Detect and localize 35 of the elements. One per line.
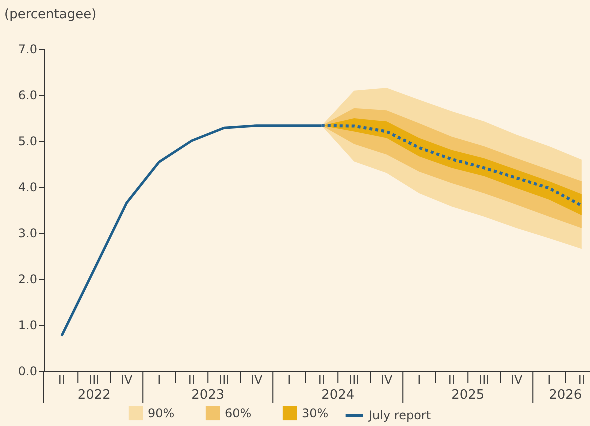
x-tick-label: I: [418, 373, 422, 387]
legend-label: July report: [368, 408, 432, 422]
x-tick-label: II: [448, 373, 456, 387]
y-tick-label: 6.0: [18, 88, 38, 102]
text: 2023: [192, 388, 225, 403]
y-tick-label: 2.0: [18, 272, 38, 286]
x-tick-label: II: [318, 373, 326, 387]
y-tick-label: 4.0: [18, 180, 38, 194]
x-tick-label: IV: [121, 373, 134, 387]
y-tick-label: 0.0: [18, 364, 38, 378]
y-tick-label: 5.0: [18, 134, 38, 148]
y-tick-label: 7.0: [18, 42, 38, 56]
text: 2026: [549, 388, 582, 403]
x-tick-label: II: [188, 373, 196, 387]
x-tick-label: I: [158, 373, 162, 387]
x-tick-label: IV: [381, 373, 394, 387]
x-tick-label: II: [578, 373, 586, 387]
x-tick-label: III: [219, 373, 230, 387]
legend-label: 30%: [302, 406, 329, 420]
legend-label: 60%: [225, 406, 252, 420]
x-tick-label: I: [288, 373, 292, 387]
x-tick-label: II: [58, 373, 66, 387]
x-tick-label: III: [349, 373, 360, 387]
x-tick-label: III: [479, 373, 490, 387]
text: 2025: [452, 388, 485, 403]
x-tick-label: IV: [251, 373, 264, 387]
x-tick-label: IV: [511, 373, 524, 387]
legend-label: 90%: [148, 406, 175, 420]
x-tick-label: I: [548, 373, 552, 387]
x-tick-label: III: [89, 373, 100, 387]
y-tick-label: 1.0: [18, 318, 38, 332]
text: 2022: [78, 388, 111, 403]
text: 2024: [322, 388, 355, 403]
y-axis-title: (percentagee): [4, 8, 97, 22]
y-tick-label: 3.0: [18, 226, 38, 240]
